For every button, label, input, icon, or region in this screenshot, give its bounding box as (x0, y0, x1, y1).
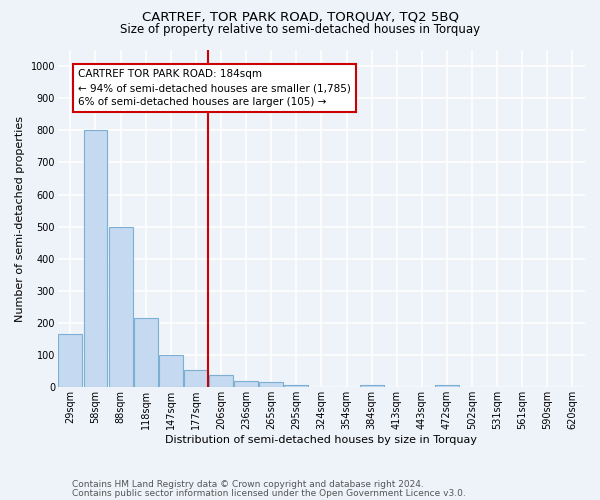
Bar (259, 382, 283, 388)
Bar (234, 381, 258, 388)
Bar (184, 370, 208, 388)
Bar (58, 334, 82, 388)
Bar (435, 384, 459, 388)
Text: CARTREF TOR PARK ROAD: 184sqm
← 94% of semi-detached houses are smaller (1,785)
: CARTREF TOR PARK ROAD: 184sqm ← 94% of s… (78, 70, 351, 108)
Text: CARTREF, TOR PARK ROAD, TORQUAY, TQ2 5BQ: CARTREF, TOR PARK ROAD, TORQUAY, TQ2 5BQ (142, 10, 458, 23)
Text: Contains public sector information licensed under the Open Government Licence v3: Contains public sector information licen… (72, 488, 466, 498)
X-axis label: Distribution of semi-detached houses by size in Torquay: Distribution of semi-detached houses by … (166, 435, 478, 445)
Y-axis label: Number of semi-detached properties: Number of semi-detached properties (15, 116, 25, 322)
Bar (159, 355, 183, 388)
Text: Size of property relative to semi-detached houses in Torquay: Size of property relative to semi-detach… (120, 22, 480, 36)
Bar (83, 130, 107, 388)
Bar (209, 375, 233, 388)
Bar (284, 384, 308, 388)
Bar (359, 384, 383, 388)
Bar (109, 226, 133, 388)
Bar (134, 318, 158, 388)
Text: Contains HM Land Registry data © Crown copyright and database right 2024.: Contains HM Land Registry data © Crown c… (72, 480, 424, 489)
